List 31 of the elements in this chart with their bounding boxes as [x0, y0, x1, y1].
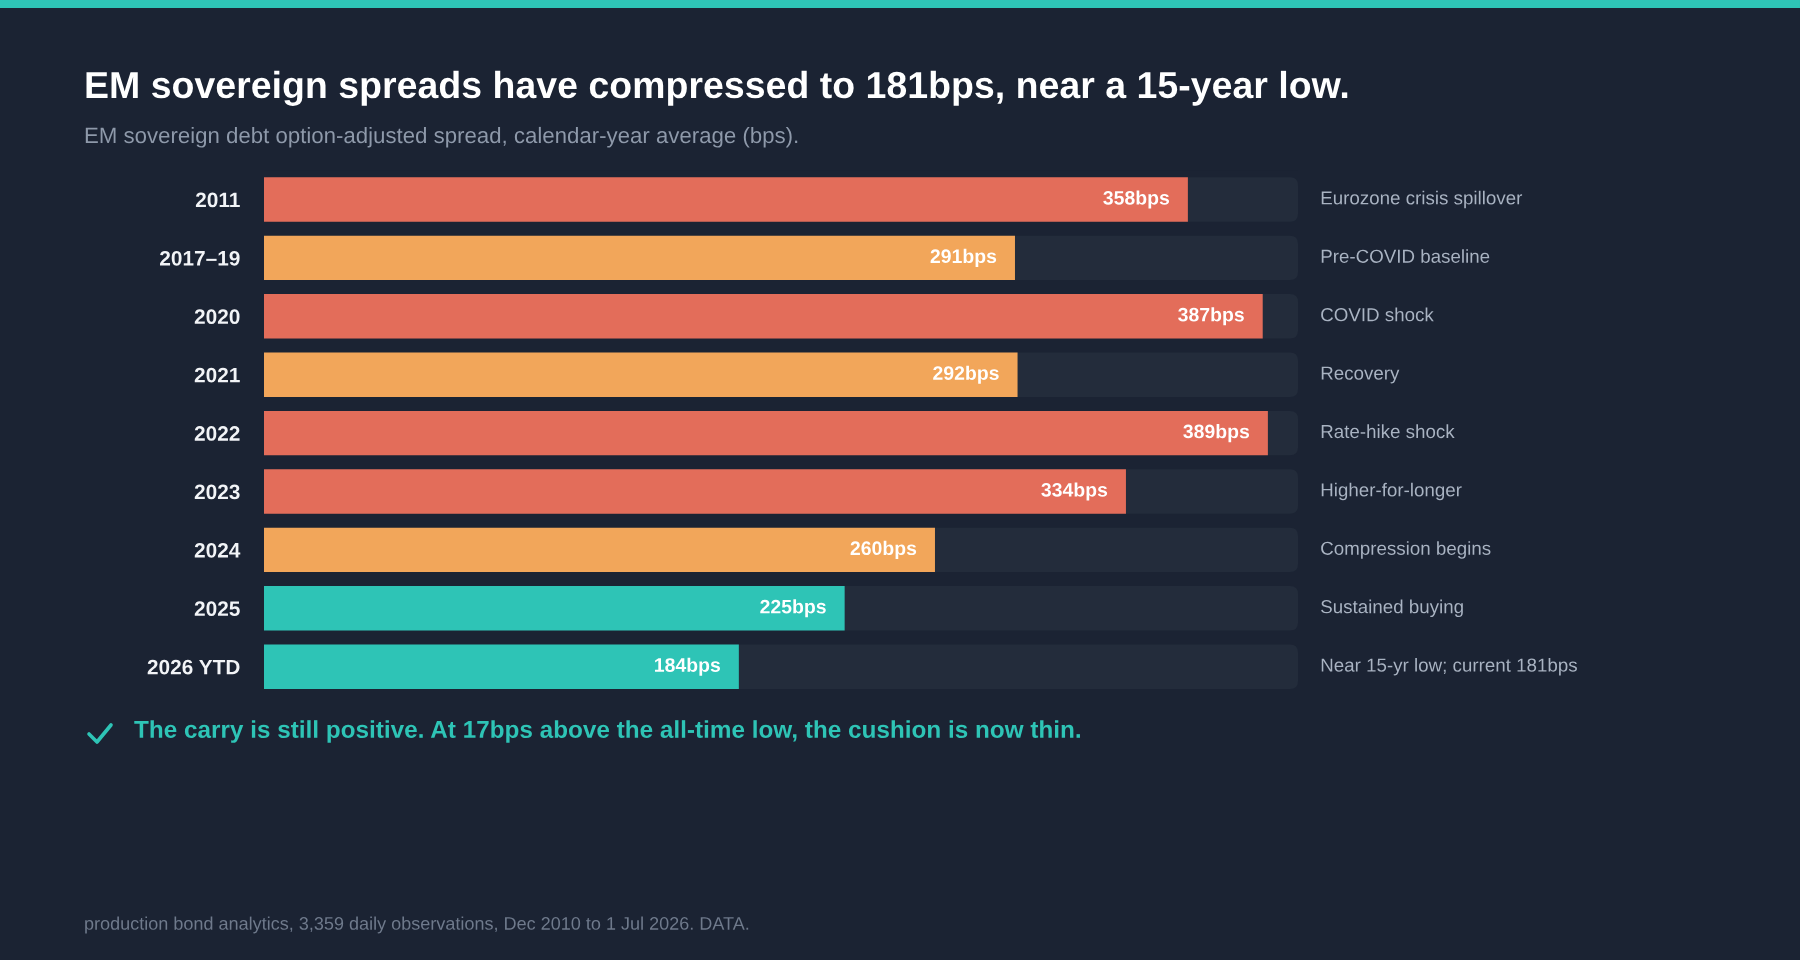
data-label: 334bps [1041, 482, 1108, 501]
data-label: 389bps [1183, 424, 1250, 443]
y-tick-label: 2022 [194, 426, 240, 441]
data-label: 225bps [760, 599, 826, 618]
text: COVID shock [1321, 307, 1434, 322]
text: Compression begins [1321, 541, 1491, 559]
chart-title: EM sovereign spreads have compressed to 181bps, near a 15-year low. [86, 70, 1348, 106]
data-label: 260bps [850, 540, 917, 559]
text: Recovery [1321, 366, 1400, 384]
text: Eurozone crisis spillover [1321, 190, 1523, 209]
y-tick-label: 2020 [194, 309, 240, 325]
data-label: 358bps [1103, 190, 1170, 209]
text: Pre-COVID baseline [1321, 249, 1490, 263]
data-label: 292bps [933, 365, 999, 384]
y-tick-label: 2023 [194, 484, 240, 500]
chart-subtitle: EM sovereign debt option-adjusted spread, calendar-year average (bps). [85, 126, 798, 148]
data-label: 184bps [655, 657, 720, 676]
y-tick-label: 2024 [194, 542, 241, 558]
text: production bond analytics, 3,359 daily observations, Dec 2010 to 1 Jul 2026. DATA. [85, 916, 749, 934]
text: Higher-for-longer [1321, 482, 1462, 501]
y-tick-label: 2011 [195, 192, 240, 208]
text: Sustained buying [1321, 599, 1463, 618]
data-label: 291bps [930, 248, 997, 267]
data-label: 387bps [1178, 307, 1244, 326]
y-tick-label: 2025 [194, 601, 240, 617]
y-tick-label: 2026 YTD [147, 659, 240, 675]
text: The carry is still positive. At 17bps above the all-time low, the cushion is now thin. [134, 720, 1080, 743]
y-tick-label: 2017–19 [160, 250, 240, 266]
text: Near 15-yr low; current 181bps [1321, 657, 1577, 676]
text: Rate-hike shock [1321, 424, 1455, 439]
y-tick-label: 2021 [194, 367, 240, 383]
